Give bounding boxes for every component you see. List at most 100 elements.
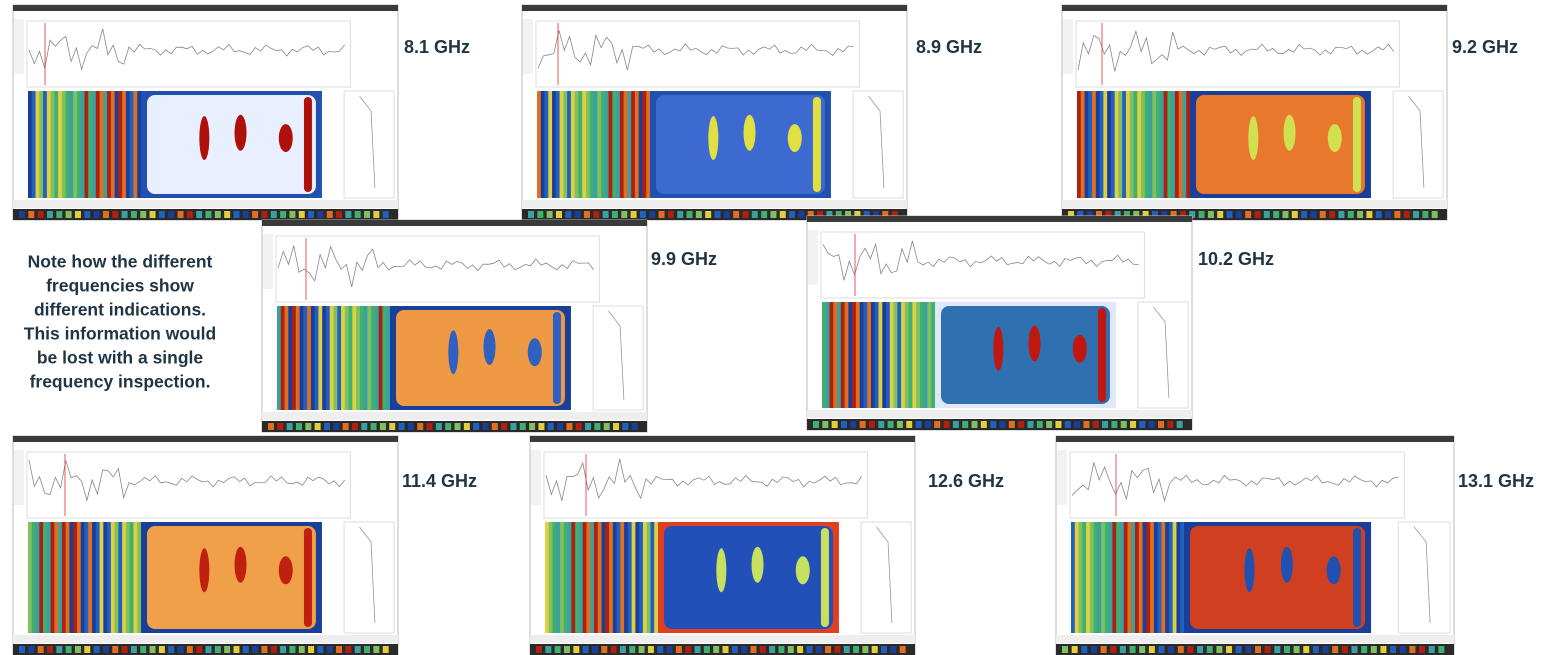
scan-stripe bbox=[1145, 91, 1149, 198]
taskbar-icon bbox=[1111, 421, 1117, 428]
taskbar-icon bbox=[364, 646, 370, 653]
taskbar-icon bbox=[687, 211, 693, 218]
taskbar-icon bbox=[1255, 211, 1261, 218]
scan-stripe bbox=[122, 522, 126, 633]
taskbar-icon bbox=[1236, 211, 1242, 218]
taskbar-icon bbox=[38, 211, 44, 218]
scan-stripe bbox=[62, 91, 66, 198]
taskbar-icon bbox=[19, 646, 25, 653]
taskbar-icon bbox=[677, 211, 683, 218]
taskbar-icon bbox=[704, 646, 710, 653]
taskbar-icon bbox=[1385, 211, 1391, 218]
taskbar-icon bbox=[1226, 646, 1232, 653]
scan-stripe bbox=[51, 91, 55, 198]
scan-stripe bbox=[349, 306, 353, 410]
taskbar-icon bbox=[990, 421, 996, 428]
scan-stripe bbox=[845, 302, 849, 408]
scan-stripe bbox=[1164, 91, 1168, 198]
taskbar-icon bbox=[84, 646, 90, 653]
scan-stripe bbox=[894, 302, 898, 408]
note-line: This information would bbox=[24, 324, 216, 344]
taskbar-icon bbox=[555, 646, 561, 653]
scan-stripe bbox=[582, 91, 586, 198]
taskbar-icon bbox=[723, 646, 729, 653]
scan-stripe bbox=[111, 522, 115, 633]
taskbar-icon bbox=[934, 421, 940, 428]
scan-stripe bbox=[560, 91, 564, 198]
taskbar-icon bbox=[906, 421, 912, 428]
taskbar-icon bbox=[178, 646, 184, 653]
indication bbox=[1244, 548, 1254, 592]
scan-stripe bbox=[118, 91, 122, 198]
scan-stripe bbox=[602, 522, 606, 633]
taskbar-icon bbox=[742, 211, 748, 218]
scan-stripe bbox=[130, 522, 134, 633]
frequency-label: 12.6 GHz bbox=[928, 471, 1004, 491]
taskbar-icon bbox=[1292, 211, 1298, 218]
taskbar-icon bbox=[94, 646, 100, 653]
taskbar-icon bbox=[1380, 646, 1386, 653]
taskbar-icon bbox=[593, 211, 599, 218]
taskbar-icon bbox=[482, 423, 488, 430]
taskbar-icon bbox=[243, 211, 249, 218]
taskbar-icon bbox=[361, 423, 367, 430]
indication bbox=[1281, 547, 1293, 583]
scan-stripe bbox=[1081, 91, 1085, 198]
scan-stripe bbox=[379, 306, 383, 410]
scan-stripe bbox=[1143, 522, 1147, 633]
taskbar-icon bbox=[473, 423, 479, 430]
taskbar-icon bbox=[187, 646, 193, 653]
scan-stripe bbox=[1082, 522, 1086, 633]
taskbar-icon bbox=[548, 423, 554, 430]
scan-stripe bbox=[571, 91, 575, 198]
taskbar-icon bbox=[1102, 421, 1108, 428]
scan-stripe bbox=[1077, 91, 1081, 198]
taskbar-icon bbox=[343, 423, 349, 430]
scan-stripe bbox=[85, 91, 89, 198]
scan-stripe bbox=[1096, 91, 1100, 198]
taskbar-icon bbox=[1371, 646, 1377, 653]
taskbar-icon bbox=[206, 211, 212, 218]
scan-stripe bbox=[1118, 91, 1122, 198]
taskbar-icon bbox=[1159, 646, 1165, 653]
scan-stripe bbox=[654, 522, 658, 633]
frequency-label: 9.2 GHz bbox=[1452, 37, 1518, 57]
taskbar-icon bbox=[536, 646, 542, 653]
indication bbox=[279, 556, 293, 584]
taskbar-icon bbox=[1409, 646, 1415, 653]
scan-stripe bbox=[36, 522, 40, 633]
side-plot bbox=[344, 91, 394, 198]
taskbar-icon bbox=[705, 211, 711, 218]
taskbar-icon bbox=[667, 646, 673, 653]
scan-edge bbox=[304, 97, 312, 192]
sidebar bbox=[14, 450, 24, 505]
scan-stripe bbox=[841, 302, 845, 408]
taskbar-icon bbox=[352, 423, 358, 430]
scan-stripe bbox=[537, 91, 541, 198]
scan-stripe bbox=[1175, 91, 1179, 198]
indication bbox=[1029, 326, 1041, 362]
taskbar-icon bbox=[888, 421, 894, 428]
taskbar-icon bbox=[373, 646, 379, 653]
taskbar-icon bbox=[47, 646, 53, 653]
scan-stripe bbox=[96, 91, 100, 198]
scan-stripe bbox=[1088, 91, 1092, 198]
taskbar-icon bbox=[287, 423, 293, 430]
plot-area bbox=[821, 232, 1144, 298]
taskbar-icon bbox=[1313, 646, 1319, 653]
scan-stripe bbox=[646, 91, 650, 198]
taskbar-icon bbox=[648, 646, 654, 653]
taskbar-icon bbox=[84, 211, 90, 218]
taskbar-icon bbox=[575, 211, 581, 218]
scan-stripe bbox=[1180, 522, 1184, 633]
scan-stripe bbox=[567, 91, 571, 198]
screenshot bbox=[1062, 5, 1447, 220]
taskbar-icon bbox=[355, 646, 361, 653]
scan-stripe bbox=[292, 306, 296, 410]
taskbar-icon bbox=[299, 646, 305, 653]
taskbar-icon bbox=[649, 211, 655, 218]
scan-stripe bbox=[830, 302, 834, 408]
scan-stripe bbox=[594, 91, 598, 198]
taskbar-icon bbox=[916, 421, 922, 428]
taskbar-icon bbox=[252, 211, 258, 218]
